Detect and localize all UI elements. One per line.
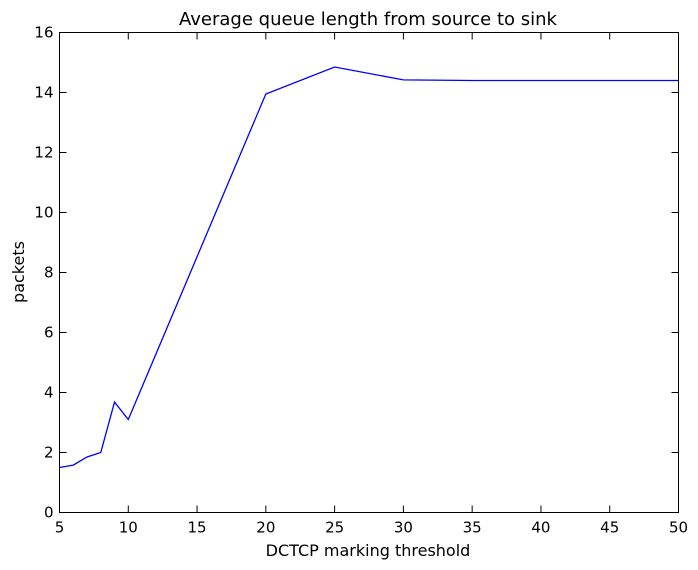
y-tick-label: 4: [44, 384, 54, 402]
y-tick-label: 12: [34, 144, 53, 162]
y-axis: 0 2 4 6 8 10 12 14 16: [34, 24, 679, 522]
x-tick-label: 40: [531, 519, 550, 537]
x-tick-label: 10: [119, 519, 138, 537]
x-tick-label: 30: [394, 519, 413, 537]
y-tick-label: 6: [44, 324, 54, 342]
y-tick-label: 14: [34, 84, 53, 102]
y-tick-label: 8: [44, 264, 54, 282]
plot-frame: [59, 32, 679, 513]
y-tick-label: 2: [44, 444, 54, 462]
x-tick-label: 20: [256, 519, 275, 537]
chart-title: Average queue length from source to sink: [179, 9, 558, 30]
y-axis-label: packets: [9, 241, 28, 303]
series-layer: [59, 66, 679, 469]
x-tick-label: 15: [188, 519, 207, 537]
y-tick-label: 16: [34, 24, 53, 42]
x-tick-label: 35: [463, 519, 482, 537]
series-line: [59, 66, 679, 469]
y-tick-label: 0: [44, 504, 54, 522]
x-axis: 5 10 15 20 25 30 35 40 45 50: [55, 32, 688, 537]
x-tick-label: 50: [669, 519, 688, 537]
x-tick-label: 25: [325, 519, 344, 537]
x-tick-label: 45: [600, 519, 619, 537]
x-axis-label: DCTCP marking threshold: [266, 541, 471, 560]
x-tick-label: 5: [55, 519, 65, 537]
y-tick-label: 10: [34, 204, 53, 222]
